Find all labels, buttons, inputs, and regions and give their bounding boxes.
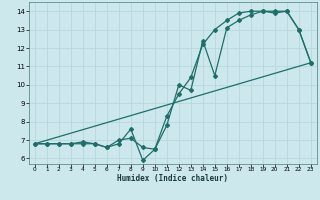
X-axis label: Humidex (Indice chaleur): Humidex (Indice chaleur) (117, 174, 228, 183)
